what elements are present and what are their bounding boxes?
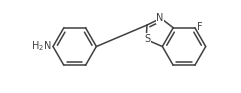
- Text: H$_2$N: H$_2$N: [31, 40, 51, 53]
- Text: S: S: [144, 34, 150, 44]
- Text: N: N: [156, 13, 164, 23]
- Text: F: F: [197, 22, 202, 32]
